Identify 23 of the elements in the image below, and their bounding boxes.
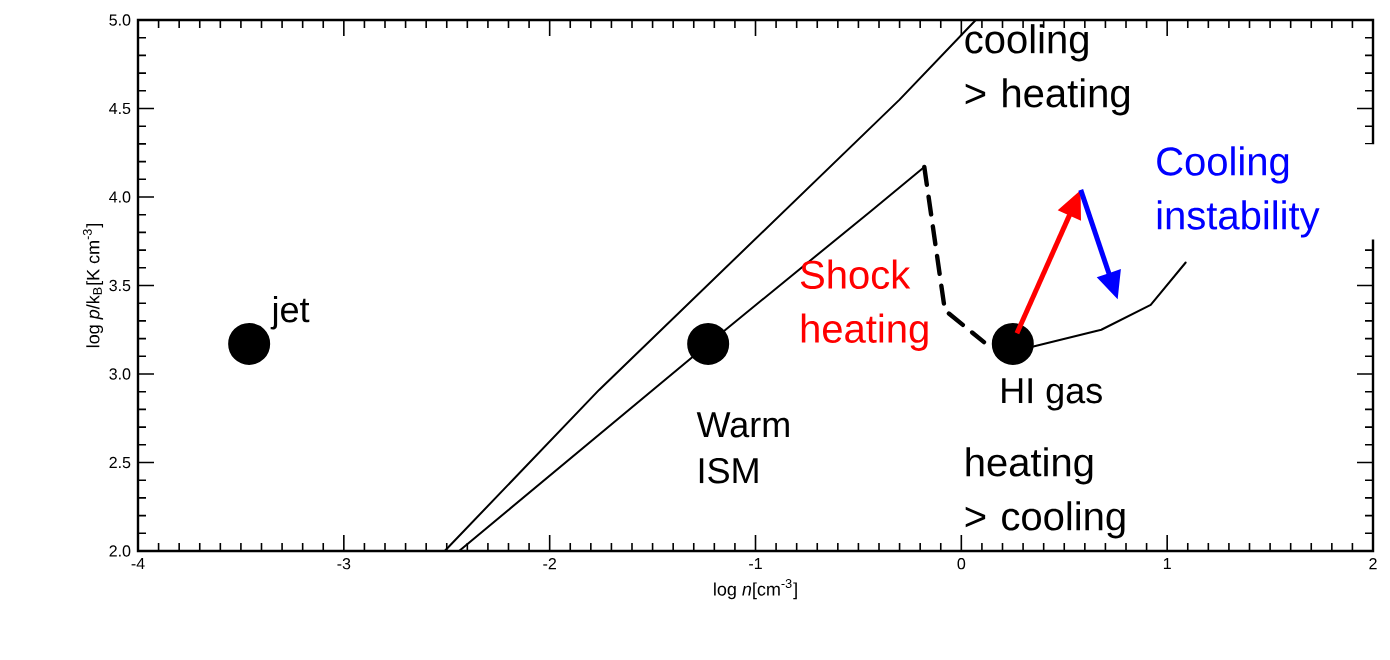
y-tick-label: 3.5 (109, 279, 131, 292)
annotation: jet (270, 295, 310, 330)
x-tick-label: 0 (957, 558, 966, 570)
x-tick-label: -1 (749, 558, 762, 570)
x-tick-label: -2 (543, 558, 556, 570)
y-tick-label: 2.0 (109, 545, 131, 557)
annotation: cooling > heating (965, 24, 1130, 116)
y-tick-label: 2.5 (109, 456, 131, 469)
x-axis-title: log n[cm$^{-3}$] (714, 579, 797, 600)
y-tick-label: 3.0 (109, 368, 131, 380)
annotation: heating > cooling (965, 447, 1125, 539)
x-tick-label: 2 (1369, 558, 1377, 570)
y-axis-title: log p/k$_{B}$[K cm$^{-3}$] (82, 223, 104, 348)
x-tick-label: -3 (337, 558, 351, 570)
annotation: Cooling instability (1157, 146, 1320, 238)
annotation: Shock heating (800, 259, 928, 351)
annotation: HI gas (1002, 378, 1102, 411)
y-tick-label: 5.0 (109, 14, 131, 26)
y-tick-label: 4.0 (109, 191, 131, 203)
y-tick-label: 4.5 (109, 102, 131, 115)
x-tick-label: 1 (1163, 558, 1171, 570)
annotation: Warm ISM (696, 412, 789, 484)
x-tick-label: -4 (131, 558, 145, 570)
